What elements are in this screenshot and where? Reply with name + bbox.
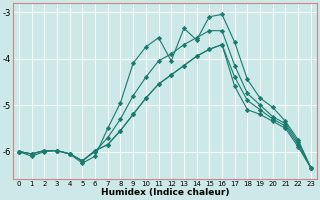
X-axis label: Humidex (Indice chaleur): Humidex (Indice chaleur) xyxy=(100,188,229,197)
